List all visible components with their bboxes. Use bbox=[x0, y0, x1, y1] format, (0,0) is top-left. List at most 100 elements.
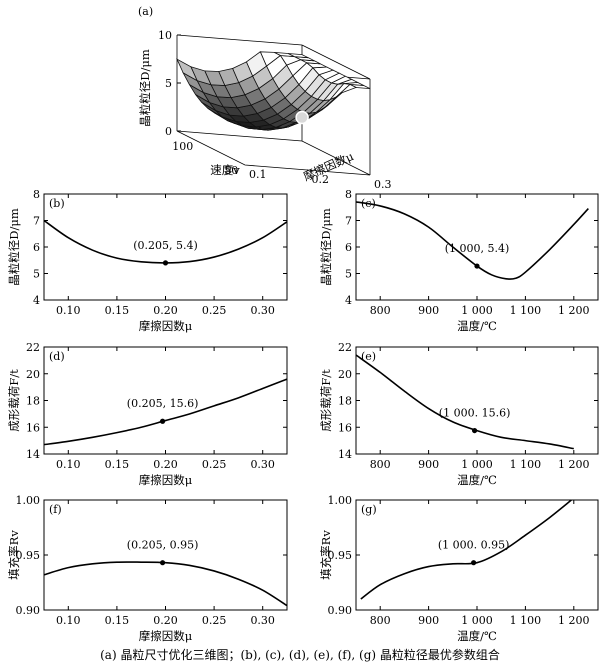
x-tick-label: 1 000 bbox=[461, 304, 493, 317]
y-tick-label: 14 bbox=[338, 448, 352, 461]
x-axis-label: 温度/℃ bbox=[457, 473, 497, 487]
chart-panel-d: 0.10 0.15 0.20 0.25 0.30 14 16 18 20 22 (0.205, 15… bbox=[7, 341, 288, 487]
y-tick-label: 0.95 bbox=[16, 549, 41, 562]
x-tick-label: 1 000 bbox=[461, 614, 493, 627]
series-line bbox=[360, 499, 572, 600]
panel-label: (e) bbox=[361, 350, 376, 363]
y-tick-label: 7 bbox=[345, 215, 352, 228]
z-tick-label: 5 bbox=[165, 77, 172, 90]
optimum-label: (1 000. 15.6) bbox=[439, 407, 511, 420]
x-tick-label: 0.10 bbox=[56, 614, 81, 627]
chart-panel-e: 800 900 1 000 1 100 1 200 14 16 18 20 22 (1 000. 1… bbox=[319, 341, 599, 487]
x-tick-label: 1 200 bbox=[558, 614, 590, 627]
x-axis-label: 温度/℃ bbox=[457, 629, 497, 643]
z-tick-label: 0 bbox=[165, 125, 172, 138]
optimum-label: (1 000. 0.95) bbox=[438, 539, 510, 552]
x-tick-label: 1 200 bbox=[558, 304, 590, 317]
x-tick-label: 900 bbox=[418, 458, 439, 471]
x-tick-label: 0.20 bbox=[153, 304, 178, 317]
x-tick-label: 1 000 bbox=[461, 458, 493, 471]
y-tick-label: 14 bbox=[26, 448, 40, 461]
x-tick-label: 0.15 bbox=[105, 614, 130, 627]
optimum-point bbox=[474, 263, 480, 269]
x-tick-label: 800 bbox=[370, 458, 391, 471]
box-edge bbox=[176, 34, 303, 46]
y-tick-label: 5 bbox=[33, 268, 40, 281]
plot-frame bbox=[43, 499, 288, 611]
y-tick-label: 22 bbox=[26, 341, 40, 354]
x-tick-label: 0.25 bbox=[202, 304, 227, 317]
plot-frame bbox=[355, 346, 599, 455]
chart-panel-f: 0.10 0.15 0.20 0.25 0.30 0.90 0.95 1.00 (0.205, … bbox=[7, 494, 288, 643]
x-tick-label: 1 100 bbox=[510, 614, 542, 627]
y-tick-label: 16 bbox=[338, 421, 352, 434]
figure-caption: (a) 晶粒尺寸优化三维图；(b), (c), (d), (e), (f), (… bbox=[100, 647, 500, 662]
x-axis-label: 速度v bbox=[210, 163, 240, 177]
y-tick-label: 0.2 bbox=[312, 173, 330, 186]
y-tick-label: 6 bbox=[33, 241, 40, 254]
y-tick-label: 18 bbox=[26, 395, 40, 408]
y-tick-label: 0.3 bbox=[374, 178, 392, 191]
y-tick-label: 0.1 bbox=[249, 168, 267, 181]
series-line bbox=[43, 378, 288, 446]
y-tick-label: 7 bbox=[33, 215, 40, 228]
y-tick-label: 20 bbox=[26, 368, 40, 381]
y-tick-label: 20 bbox=[338, 368, 352, 381]
y-tick-label: 0.90 bbox=[16, 604, 41, 617]
y-tick-label: 0.95 bbox=[328, 549, 353, 562]
chart-panel-g: 800 900 1 000 1 100 1 200 0.90 0.95 1.00 (1 000.… bbox=[319, 494, 599, 643]
y-tick-label: 4 bbox=[33, 294, 40, 307]
y-tick-label: 18 bbox=[338, 395, 352, 408]
series-line bbox=[355, 201, 589, 280]
panel-label: (f) bbox=[49, 503, 62, 516]
chart-panel-c: 800 900 1 000 1 100 1 200 4 5 6 7 8 (1 000, 5.4) (c… bbox=[319, 188, 599, 333]
surface-optimum-marker bbox=[295, 110, 309, 125]
optimum-label: (1 000, 5.4) bbox=[445, 242, 510, 255]
x-tick-label: 0.30 bbox=[250, 458, 275, 471]
optimum-label: (0.205, 5.4) bbox=[133, 239, 198, 252]
x-tick-label: 100 bbox=[172, 140, 193, 153]
y-tick-label: 4 bbox=[345, 294, 352, 307]
x-tick-label: 0.30 bbox=[250, 304, 275, 317]
y-tick-label: 16 bbox=[26, 421, 40, 434]
x-axis-label: 温度/℃ bbox=[457, 319, 497, 333]
y-tick-label: 0.90 bbox=[328, 604, 353, 617]
y-tick-label: 6 bbox=[345, 241, 352, 254]
z-tick-label: 10 bbox=[158, 29, 172, 42]
y-tick-label: 22 bbox=[338, 341, 352, 354]
optimum-point bbox=[471, 560, 477, 566]
x-tick-label: 0.10 bbox=[56, 304, 81, 317]
x-tick-label: 1 100 bbox=[510, 458, 542, 471]
chart-panel-b: 0.10 0.15 0.20 0.25 0.30 4 5 6 7 8 (0.205, 5.4) (b)… bbox=[7, 188, 288, 333]
optimum-label: (0.205, 0.95) bbox=[127, 539, 199, 552]
y-tick-label: 1.00 bbox=[328, 494, 353, 507]
y-tick-label: 5 bbox=[345, 268, 352, 281]
x-tick-label: 900 bbox=[418, 304, 439, 317]
series-line bbox=[355, 354, 574, 450]
y-axis-label: 成形载荷F/t bbox=[319, 369, 333, 432]
y-axis-label: 成形载荷F/t bbox=[7, 369, 21, 432]
x-tick-label: 800 bbox=[370, 304, 391, 317]
panel-label: (b) bbox=[49, 197, 65, 210]
x-axis-label: 摩擦因数μ bbox=[139, 629, 193, 643]
y-tick-label: 8 bbox=[33, 188, 40, 201]
x-tick-label: 1 200 bbox=[558, 458, 590, 471]
optimum-point bbox=[159, 560, 166, 566]
y-axis-label: 填充率Rv bbox=[7, 530, 21, 580]
x-tick-label: 0.25 bbox=[202, 614, 227, 627]
panel-label: (d) bbox=[49, 350, 65, 363]
optimum-point bbox=[159, 418, 166, 424]
x-axis-label: 摩擦因数μ bbox=[139, 319, 193, 333]
panel-label: (g) bbox=[361, 503, 377, 516]
x-tick-label: 50 bbox=[224, 164, 238, 177]
optimum-label: (0.205, 15.6) bbox=[127, 397, 199, 410]
x-tick-label: 1 100 bbox=[510, 304, 542, 317]
plot-frame bbox=[355, 499, 599, 611]
series-line bbox=[43, 561, 288, 607]
x-tick-label: 0.25 bbox=[202, 458, 227, 471]
y-axis-label: 晶粒粒径D/μm bbox=[7, 208, 21, 286]
y-tick-label: 8 bbox=[345, 188, 352, 201]
optimum-point bbox=[162, 260, 169, 266]
